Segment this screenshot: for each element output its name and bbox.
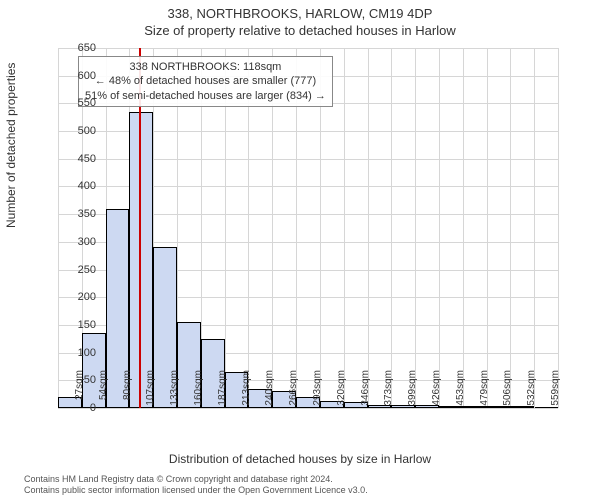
y-tick-label: 100 bbox=[56, 347, 96, 359]
footer-attribution: Contains HM Land Registry data © Crown c… bbox=[24, 474, 368, 496]
x-tick-label: 559sqm bbox=[550, 370, 561, 410]
x-tick-label: 240sqm bbox=[264, 370, 275, 410]
grid-line-v bbox=[439, 48, 440, 408]
x-tick-label: 532sqm bbox=[526, 370, 537, 410]
chart-plot-area: 338 NORTHBROOKS: 118sqm← 48% of detached… bbox=[58, 48, 558, 408]
footer-line1: Contains HM Land Registry data © Crown c… bbox=[24, 474, 368, 485]
x-tick-label: 453sqm bbox=[455, 370, 466, 410]
y-tick-label: 250 bbox=[56, 264, 96, 276]
x-tick-label: 426sqm bbox=[431, 370, 442, 410]
chart-title-line1: 338, NORTHBROOKS, HARLOW, CM19 4DP bbox=[0, 6, 600, 21]
x-tick-label: 133sqm bbox=[169, 370, 180, 410]
x-tick-label: 346sqm bbox=[360, 370, 371, 410]
grid-line-v bbox=[487, 48, 488, 408]
y-tick-label: 200 bbox=[56, 291, 96, 303]
x-tick-label: 479sqm bbox=[479, 370, 490, 410]
annotation-line: 51% of semi-detached houses are larger (… bbox=[85, 89, 326, 103]
y-tick-label: 550 bbox=[56, 97, 96, 109]
y-tick-label: 350 bbox=[56, 208, 96, 220]
x-tick-label: 399sqm bbox=[407, 370, 418, 410]
chart-title-line2: Size of property relative to detached ho… bbox=[0, 23, 600, 38]
y-tick-label: 600 bbox=[56, 70, 96, 82]
grid-line-v bbox=[415, 48, 416, 408]
x-tick-label: 506sqm bbox=[502, 370, 513, 410]
grid-line-v bbox=[534, 48, 535, 408]
annotation-line: ← 48% of detached houses are smaller (77… bbox=[85, 74, 326, 88]
grid-line-h bbox=[58, 48, 558, 49]
y-tick-label: 650 bbox=[56, 42, 96, 54]
grid-line-v bbox=[510, 48, 511, 408]
x-tick-label: 266sqm bbox=[288, 370, 299, 410]
y-tick-label: 500 bbox=[56, 125, 96, 137]
x-tick-label: 213sqm bbox=[241, 370, 252, 410]
y-tick-label: 150 bbox=[56, 319, 96, 331]
y-axis-label: Number of detached properties bbox=[4, 63, 18, 228]
annotation-line: 338 NORTHBROOKS: 118sqm bbox=[85, 60, 326, 74]
annotation-box: 338 NORTHBROOKS: 118sqm← 48% of detached… bbox=[78, 56, 333, 107]
histogram-bar bbox=[129, 112, 153, 408]
y-tick-label: 400 bbox=[56, 180, 96, 192]
y-tick-label: 300 bbox=[56, 236, 96, 248]
footer-line2: Contains public sector information licen… bbox=[24, 485, 368, 496]
x-tick-label: 160sqm bbox=[193, 370, 204, 410]
x-tick-label: 293sqm bbox=[312, 370, 323, 410]
grid-line-v bbox=[391, 48, 392, 408]
grid-line-v bbox=[463, 48, 464, 408]
x-axis-label: Distribution of detached houses by size … bbox=[0, 452, 600, 466]
x-tick-label: 27sqm bbox=[74, 370, 85, 410]
x-tick-label: 320sqm bbox=[336, 370, 347, 410]
x-tick-label: 107sqm bbox=[145, 370, 156, 410]
grid-line-v bbox=[368, 48, 369, 408]
x-tick-label: 187sqm bbox=[217, 370, 228, 410]
x-tick-label: 80sqm bbox=[122, 370, 133, 410]
x-tick-label: 54sqm bbox=[98, 370, 109, 410]
x-tick-label: 373sqm bbox=[383, 370, 394, 410]
y-tick-label: 450 bbox=[56, 153, 96, 165]
grid-line-v bbox=[344, 48, 345, 408]
